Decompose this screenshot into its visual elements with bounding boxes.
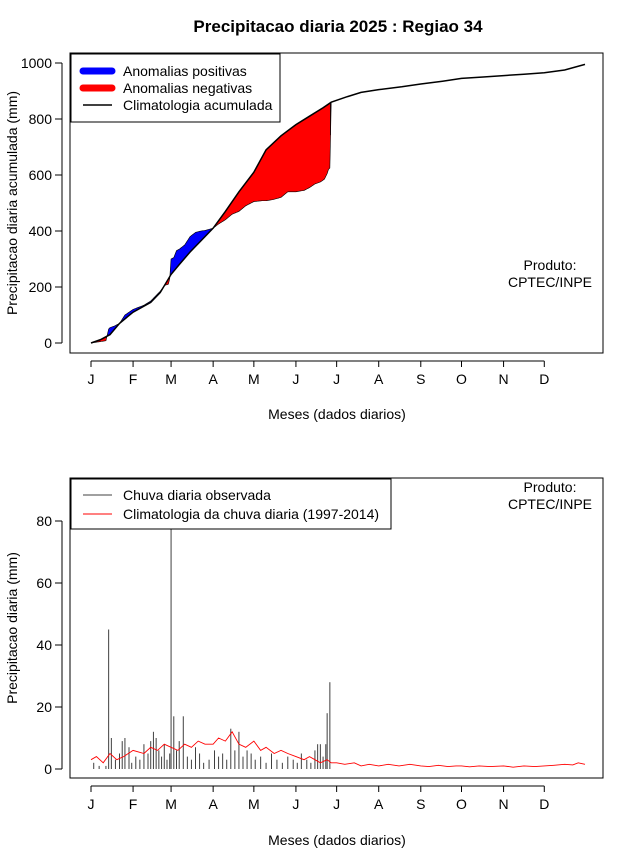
x-tick-label: A [208, 371, 218, 387]
p2-x-tick-label: O [456, 796, 467, 812]
legend-box-2 [70, 478, 392, 530]
p2-y-tick-label: 20 [36, 699, 52, 715]
x-tick-label: J [292, 371, 299, 387]
p2-y-tick-label: 0 [44, 761, 52, 777]
anomaly-areas [90, 101, 332, 344]
observed-bars [93, 527, 331, 769]
p2-x-tick-label: J [88, 796, 95, 812]
legend-label-observed: Chuva diaria observada [123, 487, 271, 503]
y-tick-label: 600 [29, 167, 53, 183]
p2-x-tick-label: A [374, 796, 384, 812]
x-axis-label-2: Meses (dados diarios) [268, 832, 406, 848]
x-tick-label: M [248, 371, 260, 387]
legend-label-climatology-daily: Climatologia da chuva diaria (1997-2014) [123, 506, 379, 522]
legend-2: Chuva diaria observada Climatologia da c… [70, 478, 392, 530]
x-tick-label: F [129, 371, 138, 387]
x-tick-label: M [165, 371, 177, 387]
p2-x-tick-label: M [165, 796, 177, 812]
climatology-daily-line [90, 730, 586, 768]
y-axis-2: 0 20 40 60 80 [36, 513, 63, 777]
p2-x-tick-label: N [499, 796, 509, 812]
p2-y-tick-label: 60 [36, 575, 52, 591]
legend: Anomalias positivas Anomalias negativas … [70, 53, 281, 123]
daily-precip-chart: 0 20 40 60 80 J F M A M J J A S O N D Meses (dados diar… [4, 477, 604, 848]
x-tick-label: A [374, 371, 384, 387]
p2-x-tick-label: A [208, 796, 218, 812]
positive-anomaly-area [330, 101, 332, 136]
product-label-2: Produto: [524, 479, 577, 495]
y-tick-label: 0 [44, 335, 52, 351]
x-tick-label: O [456, 371, 467, 387]
product-label: Produto: [524, 257, 577, 273]
x-tick-label: N [499, 371, 509, 387]
x-tick-label: J [88, 371, 95, 387]
x-tick-label: J [333, 371, 340, 387]
chart-title: Precipitacao diaria 2025 : Regiao 34 [193, 17, 483, 36]
p2-x-tick-label: F [129, 796, 138, 812]
p2-x-tick-label: S [416, 796, 425, 812]
y-tick-label: 200 [29, 279, 53, 295]
legend-label-climatology: Climatologia acumulada [123, 97, 273, 113]
y-tick-label: 1000 [21, 55, 52, 71]
y-axis-label-2: Precipitacao diaria (mm) [4, 552, 20, 704]
y-tick-label: 800 [29, 111, 53, 127]
product-source-2: CPTEC/INPE [508, 496, 592, 512]
climatology-line [90, 63, 586, 344]
p2-y-tick-label: 40 [36, 637, 52, 653]
p2-x-tick-label: D [539, 796, 549, 812]
p2-y-tick-label: 80 [36, 513, 52, 529]
x-axis-label: Meses (dados diarios) [268, 406, 406, 422]
plot-frame-2 [69, 477, 604, 779]
p2-x-tick-label: J [333, 796, 340, 812]
y-axis: 0 200 400 600 800 1000 [21, 55, 63, 351]
legend-label-negative: Anomalias negativas [123, 80, 252, 96]
product-source: CPTEC/INPE [508, 274, 592, 290]
y-tick-label: 400 [29, 223, 53, 239]
plot-frame [69, 52, 604, 354]
y-axis-label: Precipitacao diaria acumulada (mm) [4, 91, 20, 315]
p2-x-tick-label: J [292, 796, 299, 812]
p2-x-tick-label: M [248, 796, 260, 812]
accumulated-precip-chart: Precipitacao diaria 2025 : Regiao 34 0 20… [4, 17, 604, 422]
legend-label-positive: Anomalias positivas [123, 63, 247, 79]
x-tick-label: D [539, 371, 549, 387]
x-tick-label: S [416, 371, 425, 387]
